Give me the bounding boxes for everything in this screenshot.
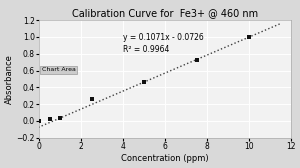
Point	[194, 58, 199, 61]
Text: y = 0.1071x - 0.0726
R² = 0.9964: y = 0.1071x - 0.0726 R² = 0.9964	[123, 33, 204, 54]
Point	[58, 117, 62, 120]
Point	[89, 98, 94, 100]
Point	[247, 36, 251, 38]
X-axis label: Concentration (ppm): Concentration (ppm)	[121, 154, 209, 163]
Point	[142, 81, 146, 84]
Text: Chart Area: Chart Area	[41, 67, 75, 72]
Y-axis label: Absorbance: Absorbance	[5, 54, 14, 104]
Point	[37, 120, 41, 122]
Point	[47, 118, 52, 121]
Title: Calibration Curve for  Fe3+ @ 460 nm: Calibration Curve for Fe3+ @ 460 nm	[72, 8, 258, 18]
